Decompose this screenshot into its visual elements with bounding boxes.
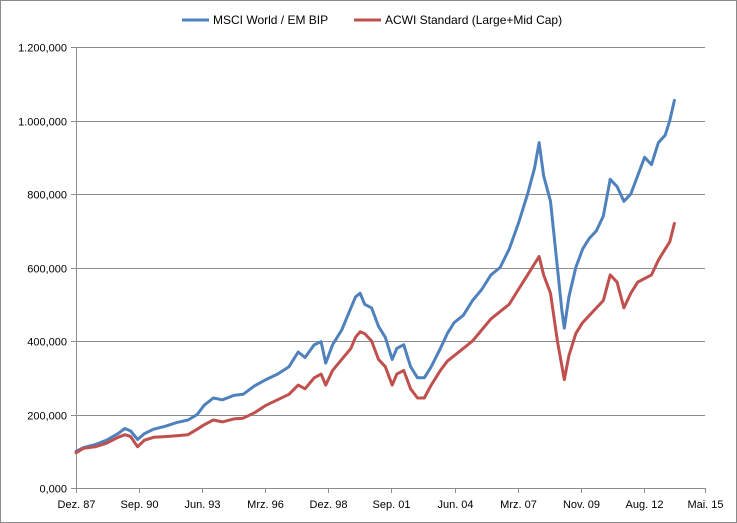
series-line-1 (74, 98, 676, 453)
x-tick-label: Dez. 98 (310, 499, 348, 511)
legend: MSCI World / EM BIP ACWI Standard (Large+… (182, 13, 562, 27)
x-tick-label: Dez. 87 (58, 499, 96, 511)
y-tick-label: 400,000 (27, 337, 67, 349)
x-tick-label: Sep. 01 (373, 499, 411, 511)
x-tick-label: Mai. 15 (687, 499, 723, 511)
x-tick-label: Mrz. 07 (500, 499, 537, 511)
legend-label-2: ACWI Standard (Large+Mid Cap) (385, 13, 562, 27)
x-tick-label: Sep. 90 (121, 499, 159, 511)
y-tick-label: 1.000,000 (18, 117, 67, 129)
x-tick-label: Nov. 09 (563, 499, 600, 511)
y-axis-labels: 0,000 200,000 400,000 600,000 800,000 1.000,0… (18, 43, 67, 496)
series-lines (74, 98, 676, 455)
legend-label-1: MSCI World / EM BIP (213, 13, 328, 27)
y-tick-label: 0,000 (39, 484, 67, 496)
x-tick-label: Jun. 93 (184, 499, 220, 511)
x-axis-labels: Dez. 87 Sep. 90 Jun. 93 Mrz. 96 Dez. 98 Sep. … (58, 499, 724, 511)
y-tick-label: 800,000 (27, 190, 67, 202)
gridlines (76, 47, 705, 416)
axes (71, 47, 706, 493)
y-tick-label: 1.200,000 (18, 43, 67, 55)
series-line-2 (74, 221, 676, 455)
x-tick-label: Jun. 04 (437, 499, 473, 511)
y-tick-label: 200,000 (27, 411, 67, 423)
x-tick-label: Mrz. 96 (247, 499, 284, 511)
y-tick-label: 600,000 (27, 264, 67, 276)
x-tick-label: Aug. 12 (626, 499, 664, 511)
